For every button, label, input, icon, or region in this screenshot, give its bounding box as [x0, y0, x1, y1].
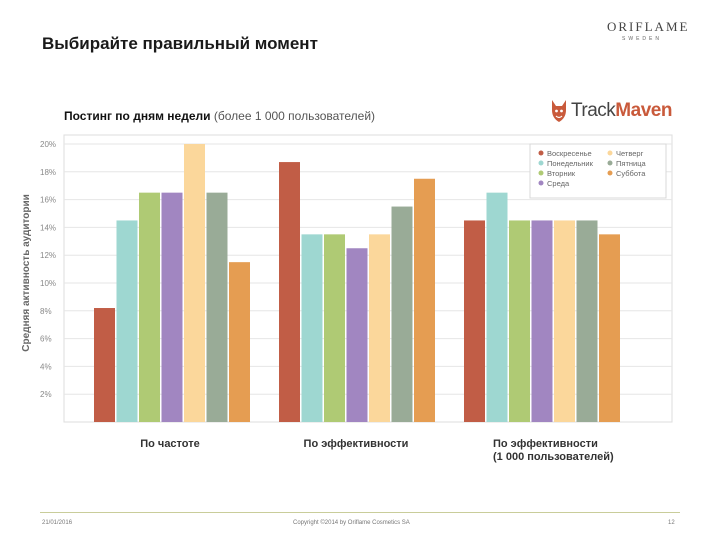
bar [184, 144, 205, 422]
bar [229, 262, 250, 422]
trackmaven-logo: TrackMaven [549, 98, 672, 124]
y-tick-label: 10% [40, 279, 56, 288]
y-tick-label: 2% [40, 390, 52, 399]
footer-page-number: 12 [668, 520, 675, 526]
legend-entry: Среда [547, 179, 570, 188]
chart-title-block: Постинг по дням недели (более 1 000 поль… [64, 109, 375, 123]
bar [346, 248, 368, 422]
legend-swatch [607, 150, 613, 156]
plot-frame [63, 134, 673, 423]
logo-track: Track [571, 100, 616, 121]
bar [486, 192, 508, 422]
category-label: По эффективности [493, 438, 598, 450]
bar [464, 220, 485, 422]
bar [279, 162, 300, 422]
bar [391, 206, 413, 422]
y-tick-label: 4% [40, 362, 52, 371]
chart-title: Постинг по дням недели [64, 109, 211, 123]
bar [554, 220, 575, 422]
category-label: (1 000 пользователей) [493, 451, 614, 463]
bar [599, 234, 620, 422]
y-tick-label: 6% [40, 335, 52, 344]
corgi-dog-icon [552, 100, 566, 122]
trackmaven-wordmark: TrackMaven [571, 100, 672, 122]
chart-subtitle: (более 1 000 пользователей) [213, 109, 376, 123]
legend-box [529, 143, 667, 199]
legend-entry: Суббота [616, 169, 646, 178]
category-label: По частоте [140, 438, 200, 450]
bar [324, 234, 345, 422]
bar [139, 192, 160, 422]
legend-swatch [538, 150, 544, 156]
category-label: По эффективности [304, 438, 409, 450]
y-axis-label: Средняя активность аудитории [21, 194, 32, 352]
bar [414, 178, 435, 422]
y-tick-label: 12% [40, 251, 56, 260]
legend-swatch [607, 160, 613, 166]
footer-date: 21/01/2016 [42, 520, 73, 526]
bar [509, 220, 530, 422]
legend-swatch [607, 170, 613, 176]
bar [94, 308, 115, 422]
legend-entry: Пятница [616, 159, 647, 168]
y-tick-label: 8% [40, 307, 52, 316]
bar [161, 192, 183, 422]
legend-entry: Воскресенье [547, 149, 592, 158]
y-tick-label: 20% [40, 140, 56, 149]
bar [206, 192, 228, 422]
bar [301, 234, 323, 422]
legend-swatch [538, 170, 544, 176]
legend-swatch [538, 180, 544, 186]
bar [116, 220, 138, 422]
brand-subtitle: SWEDEN [622, 36, 662, 42]
bar [369, 234, 390, 422]
bar [576, 220, 598, 422]
legend-swatch [538, 160, 544, 166]
footer-divider [40, 512, 680, 513]
bar [531, 220, 553, 422]
y-tick-label: 16% [40, 196, 56, 205]
legend-entry: Понедельник [547, 159, 594, 168]
footer-copyright: Copyright ©2014 by Oriflame Cosmetics SA [293, 520, 410, 526]
y-tick-label: 14% [40, 223, 56, 232]
legend-entry: Вторник [547, 169, 576, 178]
brand-name: ORIFLAME [607, 19, 690, 34]
y-tick-label: 18% [40, 168, 56, 177]
logo-maven: Maven [615, 100, 672, 121]
brand-logo: ORIFLAME SWEDEN [607, 19, 690, 42]
slide-title: Выбирайте правильный момент [42, 34, 318, 53]
legend-entry: Четверг [616, 149, 644, 158]
